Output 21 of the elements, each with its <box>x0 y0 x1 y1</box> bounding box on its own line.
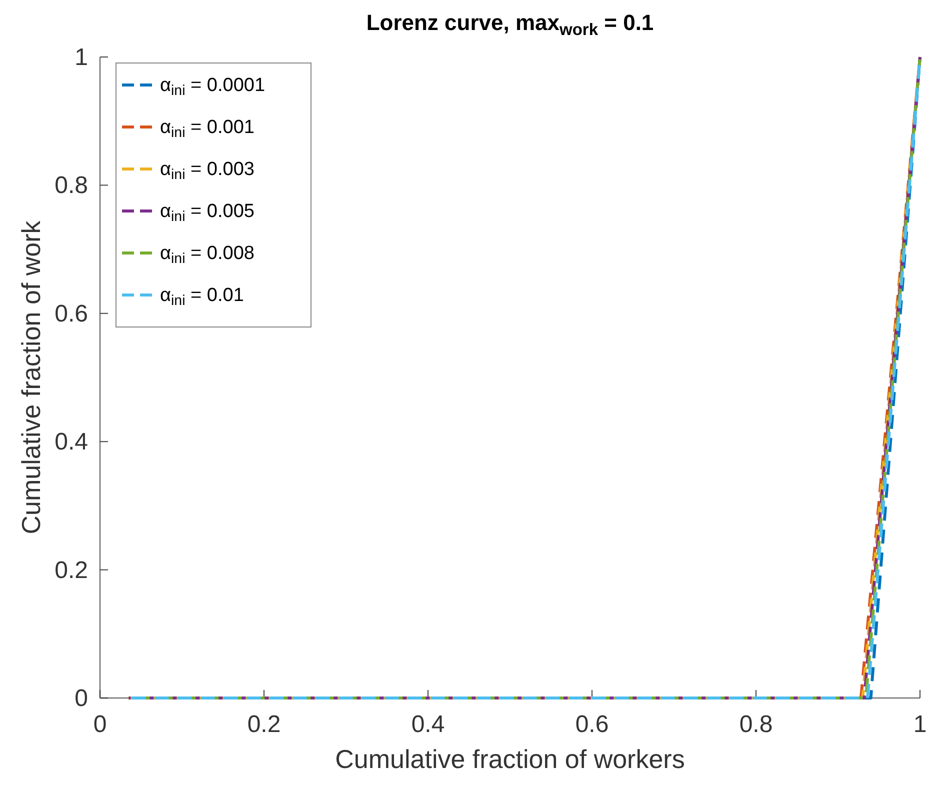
x-tick-label: 1 <box>913 711 927 738</box>
legend-label: α$_{ini}$ = 0.001 <box>160 117 254 142</box>
y-tick-label: 0.4 <box>54 428 88 456</box>
y-tick-label: 1 <box>74 44 88 71</box>
legend-label: α$_{ini}$ = 0.003 <box>160 159 254 184</box>
legend-label: α$_{ini}$ = 0.01 <box>160 285 244 310</box>
y-tick-label: 0.6 <box>54 300 88 328</box>
x-tick-label: 0.2 <box>247 711 281 738</box>
legend-label: α$_{ini}$ = 0.0001 <box>160 75 266 100</box>
x-tick-label: 0.4 <box>411 711 445 738</box>
legend-label: α$_{ini}$ = 0.005 <box>160 201 254 226</box>
x-tick-label: 0.6 <box>575 711 609 738</box>
legend-label: α$_{ini}$ = 0.008 <box>160 243 254 268</box>
y-tick-label: 0 <box>74 685 88 712</box>
x-tick-label: 0 <box>93 711 107 738</box>
x-tick-label: 0.8 <box>739 711 773 738</box>
chart-title: Lorenz curve, max$_{work}$ = 0.1 <box>366 10 654 40</box>
y-axis-title: Cumulative fraction of work <box>16 220 46 534</box>
y-tick-label: 0.2 <box>54 556 88 584</box>
x-axis-title: Cumulative fraction of workers <box>335 744 685 774</box>
y-tick-label: 0.8 <box>54 172 88 200</box>
